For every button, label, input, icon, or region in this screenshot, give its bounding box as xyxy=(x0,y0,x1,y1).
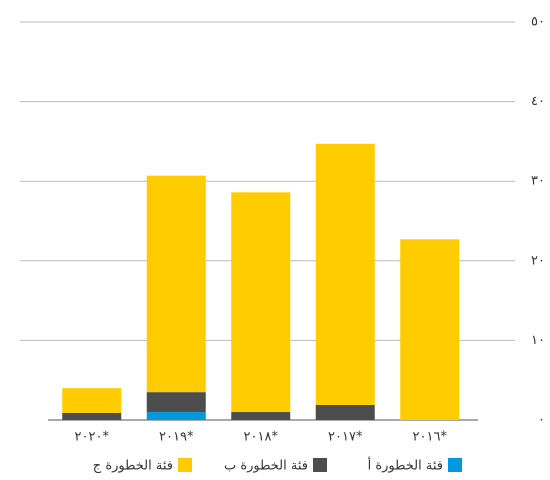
legend-swatch xyxy=(313,458,327,472)
x-tick-label: ٢٠٢٠* xyxy=(75,430,110,445)
bar-segment xyxy=(146,175,206,393)
bar-segment xyxy=(62,388,122,413)
bar-segment xyxy=(231,192,291,413)
legend-label: فئة الخطورة أ xyxy=(368,457,443,474)
bar-segment xyxy=(62,412,122,420)
legend-swatch xyxy=(178,458,192,472)
y-tick-label: ٥٠ xyxy=(531,15,545,30)
y-tick-label: ١٠ xyxy=(531,333,545,348)
y-tick-label: ٣٠ xyxy=(531,174,545,189)
y-tick-label: ٤٠ xyxy=(531,94,545,109)
x-tick-label: ٢٠١٩* xyxy=(159,430,194,445)
x-tick-label: ٢٠١٧* xyxy=(328,430,363,445)
bar-segment xyxy=(400,239,460,420)
y-tick-label: ٢٠ xyxy=(531,253,545,268)
bar-segment xyxy=(315,143,375,405)
legend-label: فئة الخطورة ب xyxy=(224,459,308,474)
legend-label: فئة الخطورة ج xyxy=(93,459,173,474)
bar-segment xyxy=(146,392,206,413)
bar-segment xyxy=(231,412,291,420)
x-tick-label: ٢٠١٨* xyxy=(244,430,279,445)
bar-segment xyxy=(146,412,206,420)
legend-swatch xyxy=(448,458,462,472)
x-tick-label: ٢٠١٦* xyxy=(413,430,448,445)
bar-segment xyxy=(315,404,375,420)
y-tick-label: ٠ xyxy=(538,413,545,428)
